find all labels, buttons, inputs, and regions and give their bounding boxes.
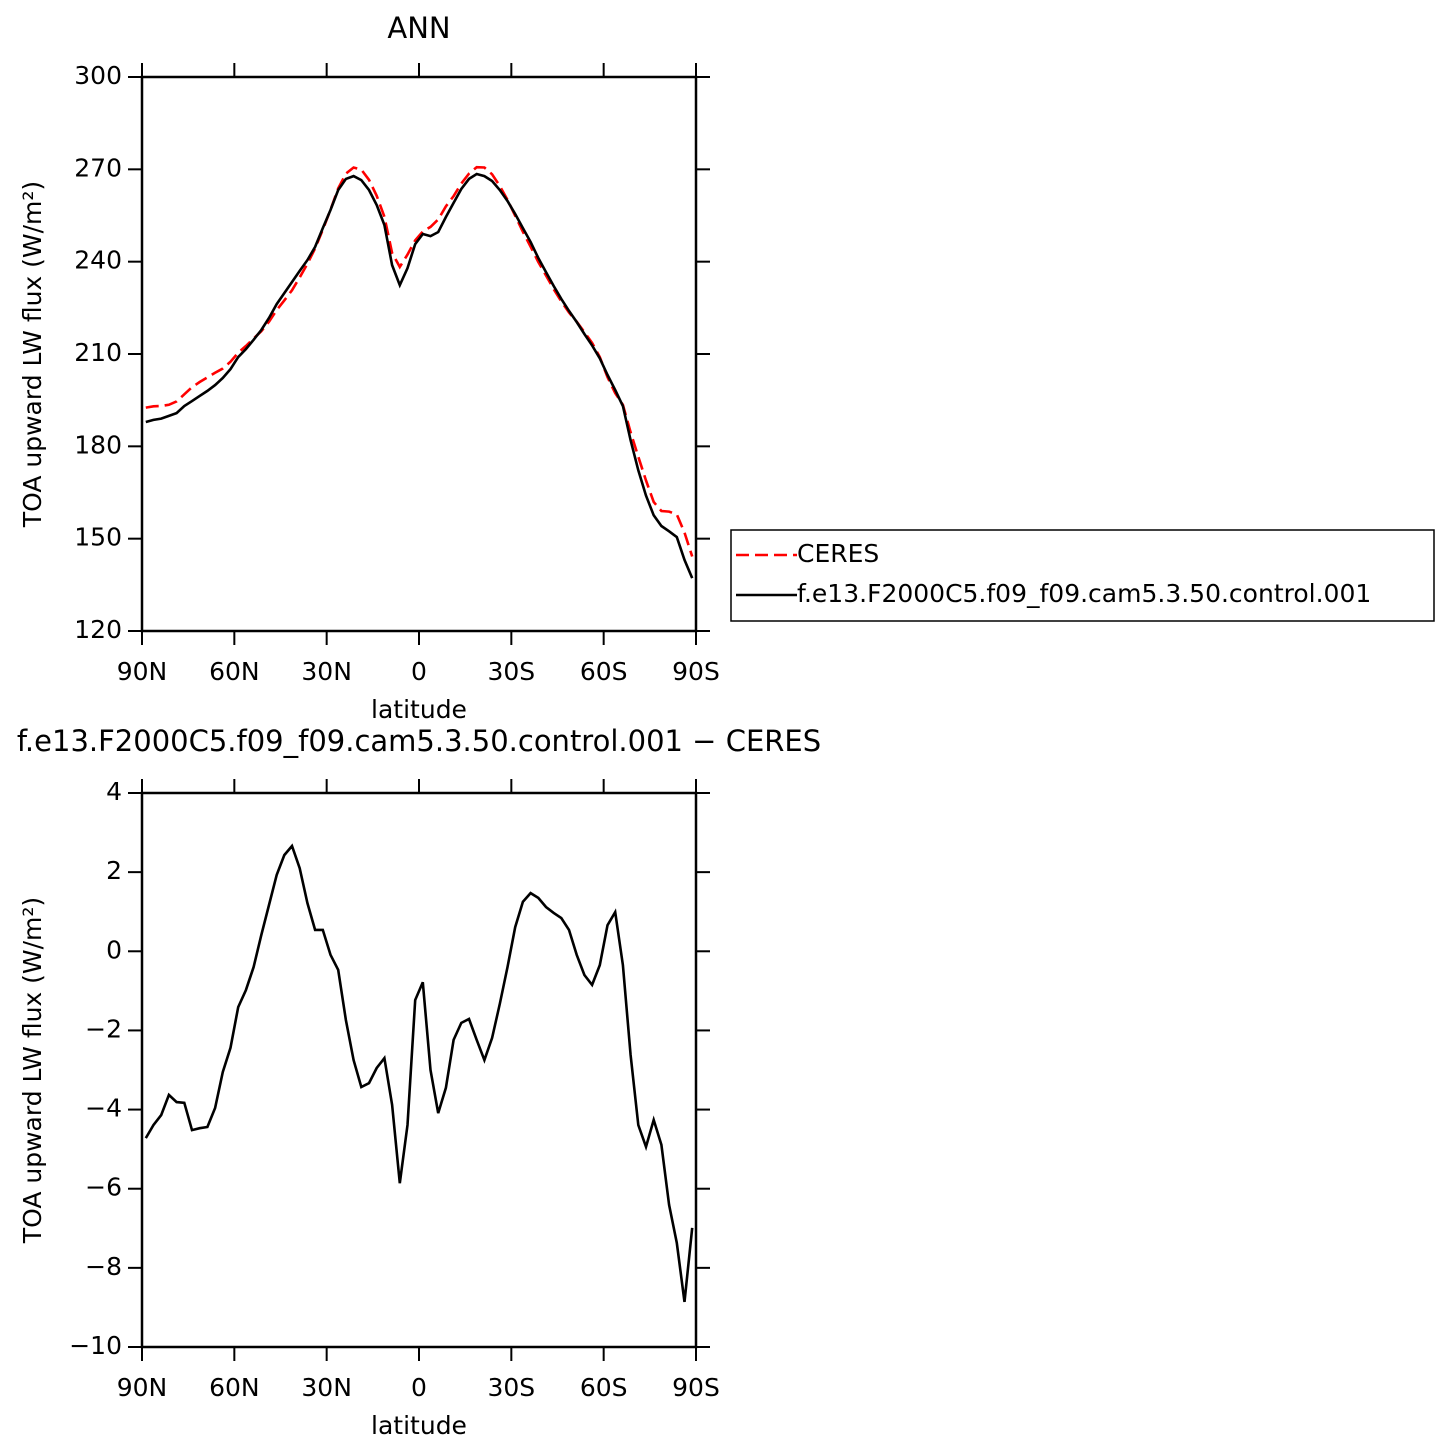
y-tick-label: −6 [85,1173,122,1202]
legend-label: CERES [797,539,879,568]
chart-title: ANN [387,11,450,45]
x-axis-label: latitude [371,1411,467,1440]
x-tick-label: 30N [301,1373,352,1402]
x-tick-label: 60S [580,1373,628,1402]
y-tick-label: −10 [69,1331,122,1360]
y-tick-label: 270 [74,153,122,182]
x-tick-label: 90S [672,1373,720,1402]
x-tick-label: 90S [672,657,720,686]
x-tick-label: 60N [209,657,260,686]
legend-label: f.e13.F2000C5.f09_f09.cam5.3.50.control.… [797,579,1371,608]
y-axis-label: TOA upward LW flux (W/m²) [18,181,47,528]
series-line [145,165,694,557]
x-tick-label: 60N [209,1373,260,1402]
x-tick-label: 90N [117,657,168,686]
y-tick-label: 300 [74,61,122,90]
y-tick-label: 210 [74,338,122,367]
x-tick-label: 30S [487,1373,535,1402]
x-axis-label: latitude [371,695,467,724]
y-tick-label: −2 [85,1014,122,1043]
x-tick-label: 0 [411,657,427,686]
y-tick-label: 2 [106,856,122,885]
y-tick-label: 120 [74,615,122,644]
series-line [145,172,694,579]
y-tick-label: 240 [74,246,122,275]
y-tick-label: 180 [74,430,122,459]
y-tick-label: −8 [85,1252,122,1281]
plot-frame [140,75,698,633]
x-tick-label: 90N [117,1373,168,1402]
y-axis-label: TOA upward LW flux (W/m²) [18,897,47,1244]
y-tick-label: 4 [106,777,122,806]
y-tick-label: 0 [106,935,122,964]
x-tick-label: 30N [301,657,352,686]
legend-box [730,529,1435,622]
x-tick-label: 0 [411,1373,427,1402]
plot-frame [140,791,698,1349]
chart-title: f.e13.F2000C5.f09_f09.cam5.3.50.control.… [17,724,821,758]
x-tick-label: 30S [487,657,535,686]
x-tick-label: 60S [580,657,628,686]
y-tick-label: 150 [74,523,122,552]
series-line [144,843,694,1303]
y-tick-label: −4 [85,1094,122,1123]
